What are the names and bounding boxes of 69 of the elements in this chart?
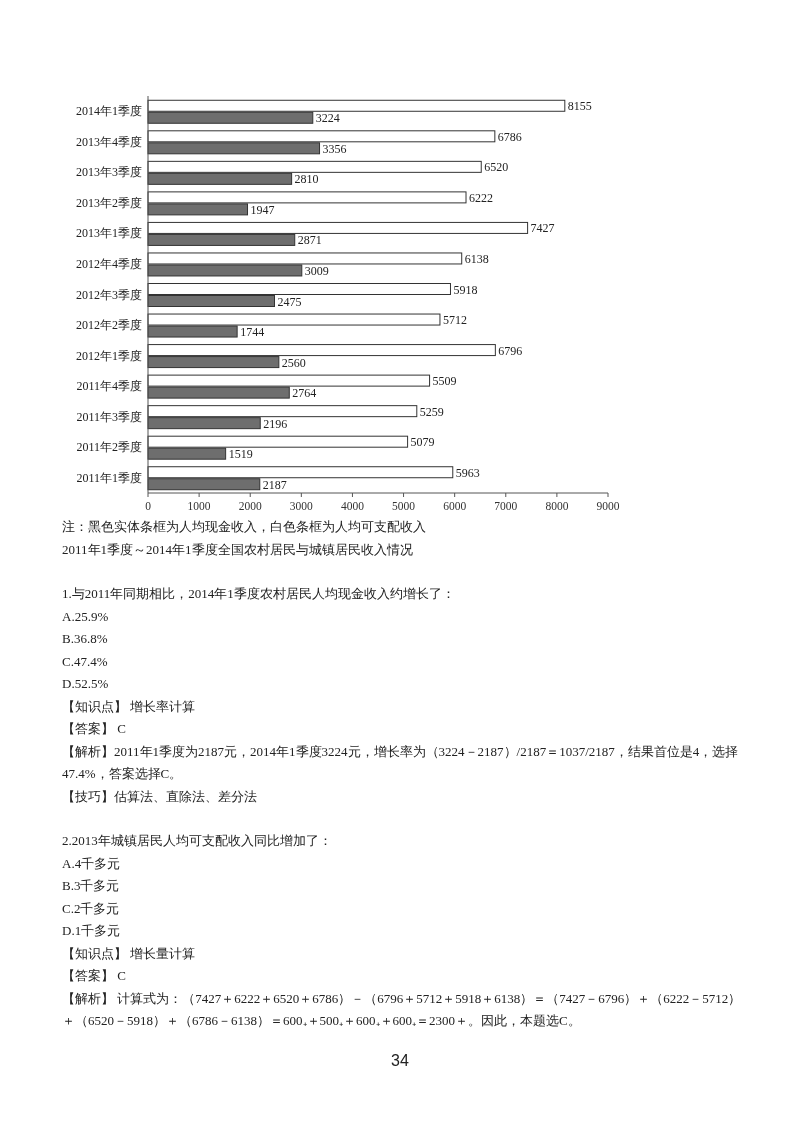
x-tick-label: 8000 bbox=[545, 500, 569, 512]
y-tick-label: 2011年3季度 bbox=[76, 409, 142, 424]
data-label: 6796 bbox=[498, 343, 523, 358]
y-tick-label: 2011年1季度 bbox=[76, 470, 142, 485]
text: A.4千多元 bbox=[62, 854, 122, 873]
data-label: 7427 bbox=[530, 221, 555, 236]
data-label: 8155 bbox=[567, 99, 592, 114]
data-label: 5712 bbox=[442, 313, 467, 328]
text: D.52.5% bbox=[62, 675, 110, 693]
data-label: 2475 bbox=[277, 294, 302, 309]
y-tick-label: 2013年2季度 bbox=[76, 195, 142, 210]
text: 【答案】 C bbox=[62, 720, 127, 738]
y-tick-label: 2012年2季度 bbox=[76, 318, 142, 333]
x-tick-label: 9000 bbox=[596, 500, 620, 512]
data-label: 5509 bbox=[432, 374, 457, 389]
text: 2011年1季度～2014年1季度全国农村居民与城镇居民收入情况 bbox=[62, 540, 414, 559]
x-tick-label: 3000 bbox=[289, 500, 314, 512]
text: C.47.4% bbox=[62, 652, 109, 671]
x-tick-label: 5000 bbox=[392, 500, 416, 512]
text: 注：黑色实体条框为人均现金收入，白色条框为人均可支配收入 bbox=[62, 518, 427, 536]
text: 【知识点】 增长量计算 bbox=[62, 944, 197, 963]
y-tick-label: 2013年1季度 bbox=[76, 226, 142, 241]
text: 【答案】 C bbox=[62, 967, 127, 985]
data-label: 1947 bbox=[250, 202, 275, 217]
data-label: 6786 bbox=[497, 129, 522, 144]
text: 2.2013年城镇居民人均可支配收入同比增加了： bbox=[62, 832, 333, 850]
data-label: 2187 bbox=[262, 477, 287, 492]
data-label: 2196 bbox=[263, 416, 288, 431]
x-tick-label: 0 bbox=[145, 500, 152, 512]
text: 34 bbox=[390, 1052, 410, 1070]
data-label: 3356 bbox=[322, 141, 347, 156]
data-label: 5963 bbox=[455, 465, 480, 480]
y-tick-label: 2012年3季度 bbox=[76, 287, 142, 302]
text: 【解析】 计算式为：（7427＋6222＋6520＋6786）－（6796＋5712＋5918＋6138）＝（7427－6796）＋（6222－5712）＋（6520－5918）＋（6786－6138）＝600₊＋500₊＋600₊＋600₊＝2300＋。因此，本题选C。 bbox=[62, 989, 742, 1030]
y-tick-label: 2014年1季度 bbox=[76, 104, 142, 119]
data-label: 3224 bbox=[315, 111, 340, 126]
text: 【技巧】估算法、直除法、差分法 bbox=[62, 787, 258, 806]
y-tick-label: 2011年2季度 bbox=[76, 440, 142, 455]
text: A.25.9% bbox=[62, 607, 110, 626]
text: B.36.8% bbox=[62, 630, 109, 648]
x-tick-label: 4000 bbox=[340, 500, 365, 512]
data-label: 2560 bbox=[281, 355, 306, 370]
y-tick-label: 2013年4季度 bbox=[76, 134, 142, 149]
text: C.2千多元 bbox=[62, 899, 121, 918]
y-tick-label: 2011年4季度 bbox=[76, 379, 142, 394]
data-label: 1744 bbox=[240, 325, 265, 340]
data-label: 3009 bbox=[304, 263, 329, 278]
data-label: 2810 bbox=[294, 172, 319, 187]
y-tick-label: 2012年1季度 bbox=[76, 348, 142, 363]
data-label: 5918 bbox=[453, 282, 478, 297]
y-tick-label: 2012年4季度 bbox=[76, 256, 142, 271]
data-label: 6138 bbox=[464, 251, 489, 266]
data-label: 6520 bbox=[484, 160, 509, 175]
data-label: 1519 bbox=[228, 447, 253, 462]
data-label: 5259 bbox=[419, 404, 444, 419]
text: D.1千多元 bbox=[62, 922, 122, 940]
text: 【知识点】 增长率计算 bbox=[62, 697, 197, 716]
data-label: 5079 bbox=[410, 435, 435, 450]
y-tick-label: 2013年3季度 bbox=[76, 165, 142, 180]
text: 【解析】2011年1季度为2187元，2014年1季度3224元，增长率为（3224－2187）/2187＝1037/2187，结果首位是4，选择47.4%，答案选择C。 bbox=[62, 742, 740, 783]
text: B.3千多元 bbox=[62, 877, 121, 895]
x-tick-label: 7000 bbox=[494, 500, 518, 512]
data-label: 2764 bbox=[292, 386, 317, 401]
x-tick-label: 2000 bbox=[238, 500, 262, 512]
x-tick-label: 6000 bbox=[443, 500, 467, 512]
text: 1.与2011年同期相比，2014年1季度农村居民人均现金收入约增长了： bbox=[62, 585, 456, 603]
data-label: 2871 bbox=[297, 233, 322, 248]
x-tick-label: 1000 bbox=[187, 500, 211, 512]
data-label: 6222 bbox=[469, 190, 494, 205]
